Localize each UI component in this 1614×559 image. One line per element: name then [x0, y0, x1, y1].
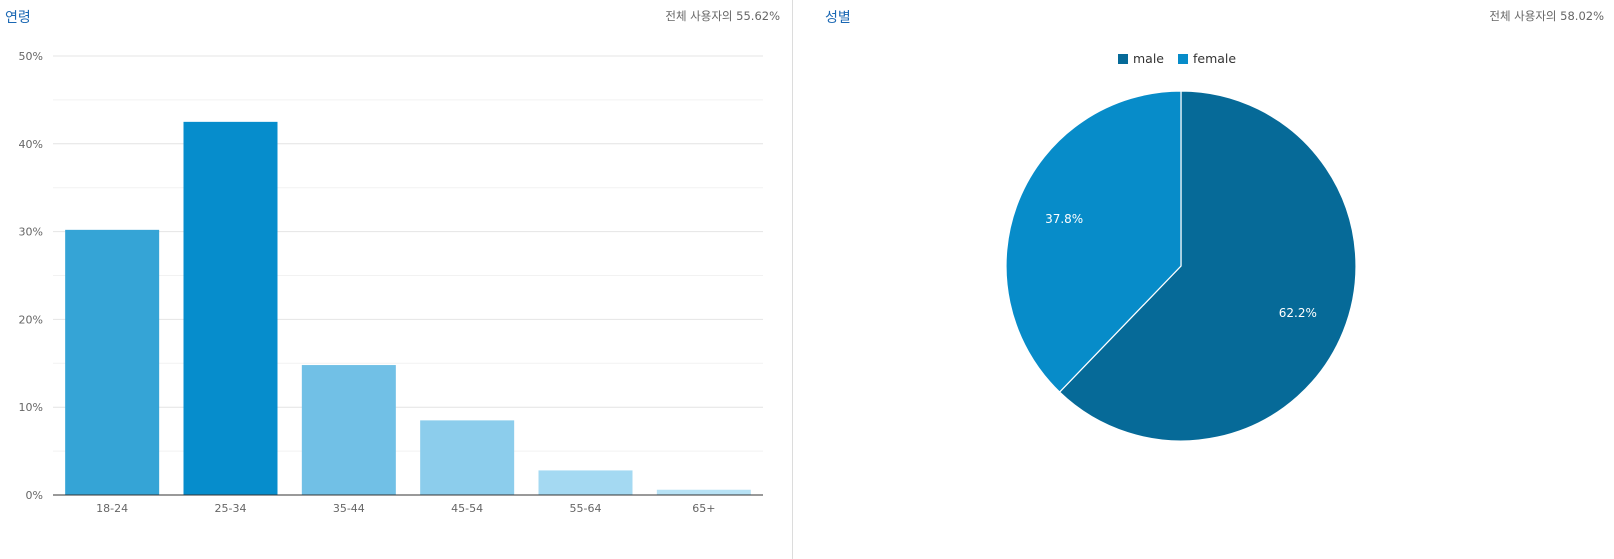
legend-label: female	[1193, 51, 1237, 66]
legend-swatch	[1178, 53, 1188, 64]
legend-label: male	[1133, 51, 1164, 66]
bar-65+[interactable]	[656, 489, 751, 495]
x-tick-label: 45-54	[451, 502, 483, 515]
pie-slice-label: 37.8%	[1045, 212, 1083, 226]
age-bar-chart: 0% 10% 20% 30% 40% 50% 18-24 25-34 35-44 45-54 55-…	[19, 50, 763, 515]
gender-panel-title: 성별	[825, 10, 851, 26]
y-tick-label: 0%	[26, 489, 43, 502]
gender-legend: male female	[1118, 51, 1236, 66]
gender-panel-subtitle: 전체 사용자의 58.02%	[1489, 9, 1604, 23]
legend-item-male[interactable]: male	[1118, 51, 1164, 66]
y-tick-label: 10%	[19, 401, 43, 414]
bar-18-24[interactable]	[65, 229, 160, 495]
y-tick-label: 30%	[19, 226, 43, 239]
legend-item-female[interactable]: female	[1178, 51, 1236, 66]
age-panel-title: 연령	[5, 10, 31, 26]
x-tick-label: 35-44	[333, 502, 365, 515]
bar-45-54[interactable]	[420, 420, 515, 495]
gender-pie-chart: 62.2% 37.8%	[1005, 90, 1357, 442]
age-panel-subtitle: 전체 사용자의 55.62%	[665, 9, 780, 23]
x-tick-label: 55-64	[570, 502, 602, 515]
y-tick-label: 20%	[19, 313, 43, 326]
x-tick-label: 65+	[692, 502, 715, 515]
y-tick-label: 40%	[19, 138, 43, 151]
x-tick-label: 18-24	[96, 502, 128, 515]
x-tick-label: 25-34	[215, 502, 247, 515]
bar-55-64[interactable]	[538, 470, 633, 495]
gender-panel: 성별 전체 사용자의 58.02% male female 62.2% 37.8%	[818, 0, 1614, 559]
pie-slice-male[interactable]	[1058, 90, 1357, 442]
pie-slice-female[interactable]	[1005, 90, 1182, 393]
y-tick-label: 50%	[19, 50, 43, 63]
panel-divider	[792, 0, 793, 559]
bar-25-34[interactable]	[183, 121, 278, 495]
age-panel: 연령 전체 사용자의 55.62% 0% 10% 20% 30% 40% 50% 18-24…	[0, 0, 798, 559]
pie-slice-label: 62.2%	[1279, 306, 1317, 320]
bar-35-44[interactable]	[301, 365, 396, 495]
legend-swatch	[1118, 53, 1128, 64]
